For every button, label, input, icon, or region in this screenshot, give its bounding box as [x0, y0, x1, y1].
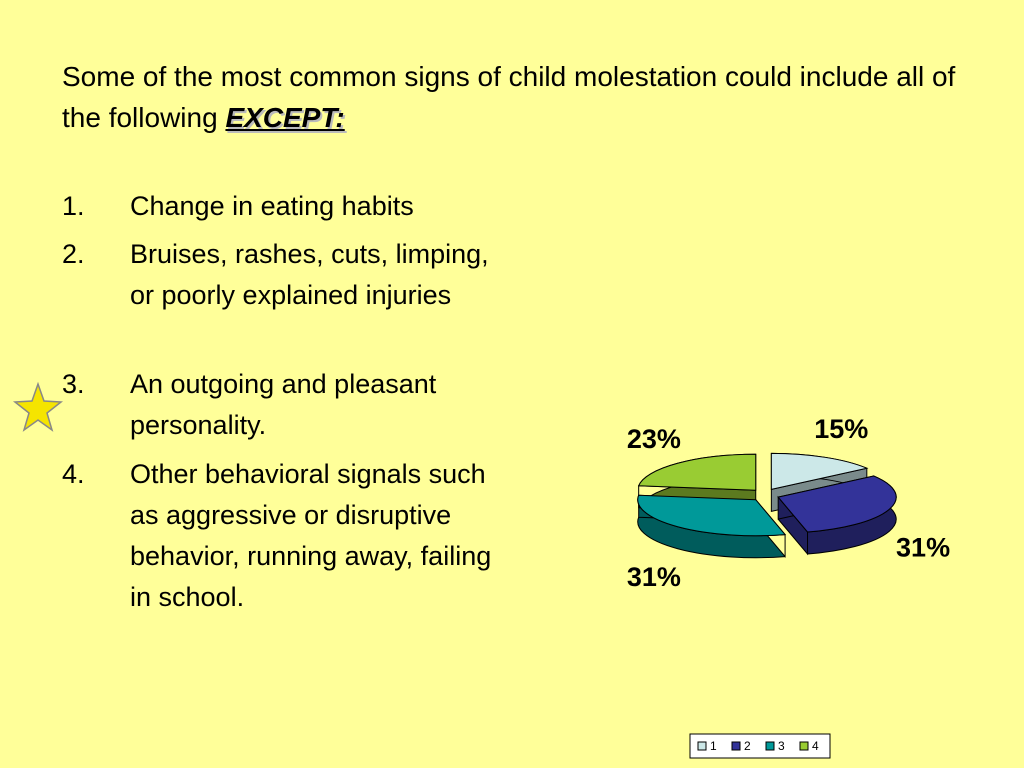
data-label: 15%: [814, 414, 868, 444]
legend-label: 2: [744, 739, 751, 753]
data-label: 31%: [896, 533, 950, 563]
legend-label: 4: [812, 739, 819, 753]
pie-slice: [637, 453, 757, 491]
pie-slice: [770, 452, 869, 491]
legend-label: 3: [778, 739, 785, 753]
option-number: 3.: [62, 369, 85, 399]
option-text: Bruises, rashes, cuts, limping, or poorl…: [130, 239, 489, 310]
legend-swatch: [799, 741, 809, 751]
question-emphasis: EXCEPT:: [225, 102, 345, 133]
option-text: Other behavioral signals such as aggress…: [130, 459, 492, 612]
option-number: 2.: [62, 239, 85, 269]
data-label: 31%: [627, 562, 681, 592]
pie-slice: [637, 494, 787, 537]
option-number: 4.: [62, 459, 85, 489]
option-text: An outgoing and pleasant personality.: [130, 369, 437, 440]
legend-swatch: [731, 741, 741, 751]
legend-swatch: [765, 741, 775, 751]
star-icon: [12, 381, 64, 432]
option-text: Change in eating habits: [130, 191, 414, 221]
pie-slice: [777, 475, 897, 533]
option-number: 1.: [62, 191, 85, 221]
question-text: Some of the most common signs of child m…: [62, 61, 956, 133]
data-label: 23%: [627, 424, 681, 454]
legend-swatch: [697, 741, 707, 751]
legend-label: 1: [710, 739, 717, 753]
question: Some of the most common signs of child m…: [62, 56, 982, 138]
